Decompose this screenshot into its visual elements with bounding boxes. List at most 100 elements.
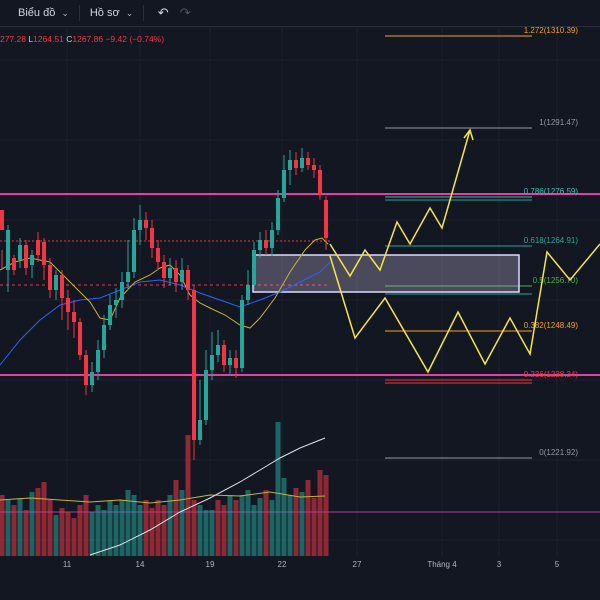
volume-bar [155,500,161,556]
candle-body [114,300,118,305]
candle-body [318,170,322,195]
candle-body [258,240,262,250]
candle-body [36,240,40,255]
toolbar-divider [78,5,80,21]
chevron-down-icon: ⌄ [125,7,134,18]
volume-bar [161,505,167,556]
candle-body [306,158,310,165]
volume-bar [5,500,11,556]
candle-body [132,230,136,272]
open-value: 277.28 [0,34,26,44]
volume-bar [209,510,215,556]
candle-body [264,240,268,248]
toolbar-divider [143,5,145,21]
volume-bar [293,488,299,556]
candle-body [186,270,190,290]
volume-bar [17,498,23,556]
change-value: −9.42 (−0.74%) [105,34,165,44]
volume-bar [233,500,239,556]
volume-bar [35,488,41,556]
fib-level-label: 0.5(1256.70) [533,276,579,285]
candle-body [30,255,34,265]
candle-body [300,158,304,168]
chart-menu-button[interactable]: Biểu đồ ⌄ [0,0,77,26]
candle-body [72,312,76,322]
candle-body [102,325,106,350]
candle-body [60,275,64,298]
volume-bar [251,505,257,556]
x-axis-tick-label: 22 [278,560,287,569]
projection-down-path [329,243,600,374]
volume-bar [203,510,209,556]
redo-icon[interactable]: ↷ [179,5,191,20]
candle-body [168,268,172,278]
candle-body [270,230,274,248]
volume-bar [299,492,305,556]
candle-body [276,198,280,230]
volume-bar [119,500,125,556]
candle-body [78,322,82,355]
profile-menu-button[interactable]: Hồ sơ ⌄ [82,0,141,26]
volume-bar [23,510,29,556]
volume-bar [275,422,281,556]
candle-body [246,285,250,300]
volume-ma-white [89,437,326,556]
candle-body [216,345,220,355]
candle-body [240,300,244,368]
zone-box [252,254,520,293]
volume-bar [65,512,71,556]
low-label: L [28,34,34,44]
volume-bar [173,480,179,556]
volume-bar [185,435,191,556]
candle-body [288,160,292,170]
volume-bar [323,475,329,556]
volume-bar [41,482,47,556]
candle-body [42,242,46,265]
candle-body [156,248,160,262]
x-axis-tick-label: 5 [555,560,560,569]
fib-level-label: 1(1291.47) [539,118,578,127]
candle-body [210,355,214,370]
volume-bar [263,490,269,556]
candle-body [108,305,112,325]
volume-bar [77,505,83,556]
candle-body [150,228,154,248]
candle-body [48,265,52,290]
top-toolbar: Biểu đồ ⌄ Hồ sơ ⌄ ↶ ↷ [0,0,600,27]
low-value: 1264.51 [33,34,64,44]
volume-bar [317,470,323,556]
candle-body [282,170,286,198]
arrow-head-icon [463,128,474,141]
candle-body [24,245,28,268]
candle-body [6,230,10,270]
candle-body [18,245,22,260]
x-axis-tick-label: Tháng 4 [427,560,457,569]
candle-body [120,282,124,300]
volume-bar [179,490,185,556]
volume-bar [221,505,227,556]
candle-body [96,350,100,372]
chart-menu-label: Biểu đồ [18,7,56,19]
volume-bar [227,495,233,556]
volume-bar [245,490,251,556]
x-axis-tick-label: 3 [497,560,502,569]
chevron-down-icon: ⌄ [61,7,69,18]
candle-body [252,250,256,285]
volume-bar [71,518,77,556]
undo-icon[interactable]: ↶ [157,5,169,20]
volume-bar [0,495,5,556]
volume-bar [53,515,59,556]
volume-bar [107,500,113,556]
candle-body [180,270,184,282]
fib-level-label: 1.272(1310.39) [524,26,579,35]
volume-bar [137,505,143,556]
volume-bar [239,495,245,556]
candle-body [138,220,142,230]
candle-body [84,355,88,385]
volume-bar [113,505,119,556]
x-axis-tick-label: 27 [353,560,362,569]
candle-body [162,262,166,278]
fib-level-label: 0.236(1238.34) [524,370,579,379]
fib-level-label: 0(1221.92) [539,448,578,457]
